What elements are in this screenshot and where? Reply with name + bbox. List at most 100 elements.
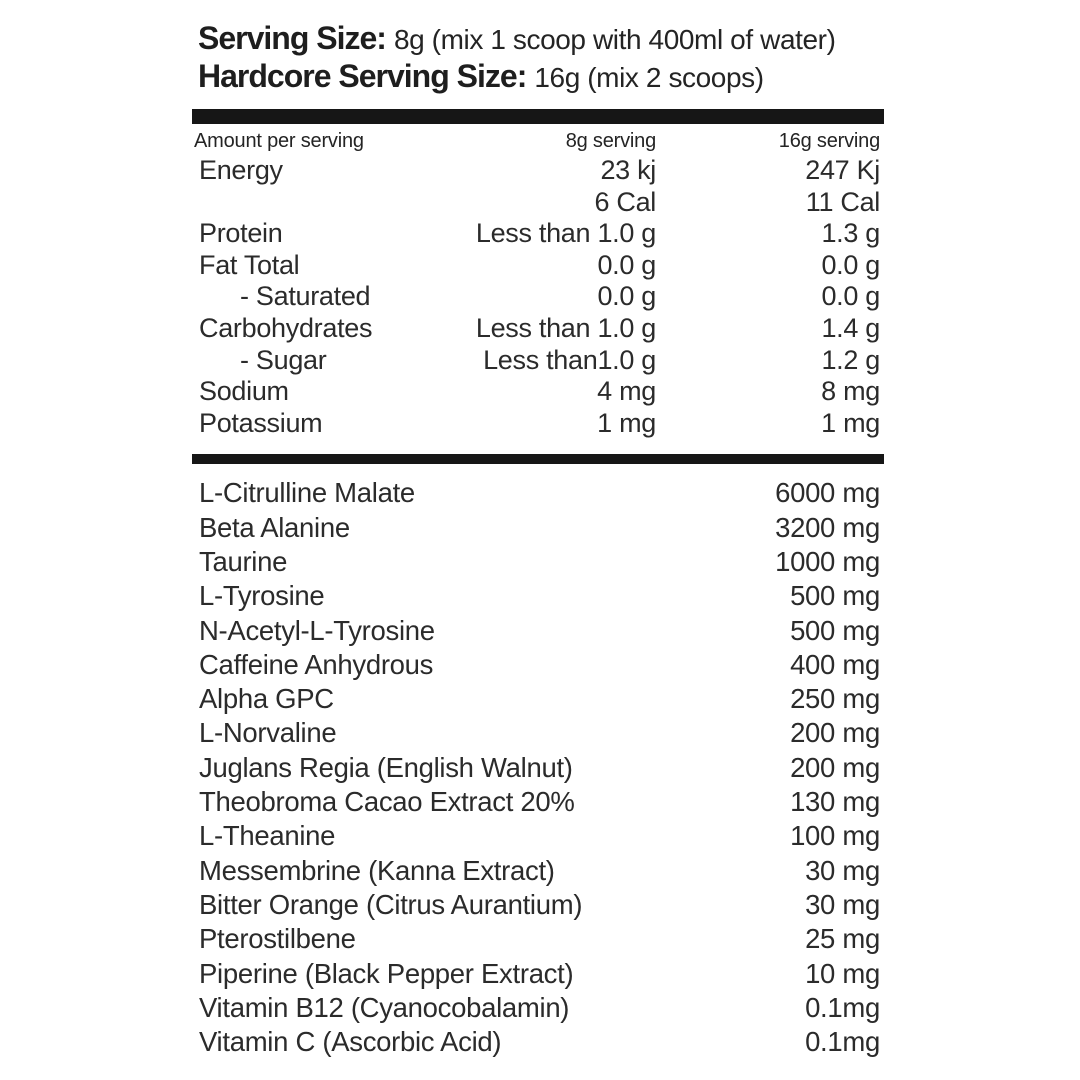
ingredient-name: L-Citrulline Malate xyxy=(199,477,415,509)
nutrient-name: Sodium xyxy=(199,376,289,407)
ingredient-row: L-Citrulline Malate 6000 mg xyxy=(192,476,884,510)
ingredient-name: L-Norvaline xyxy=(199,717,337,749)
value-16g-serving: 0.0 g xyxy=(821,281,880,312)
ingredient-amount: 500 mg xyxy=(790,580,880,612)
ingredient-amount: 100 mg xyxy=(790,820,880,852)
ingredient-amount: 10 mg xyxy=(805,957,880,989)
ingredient-amount: 30 mg xyxy=(805,854,880,886)
nutrient-name: Protein xyxy=(199,218,283,249)
nutrition-table-body: Energy 23 kj 247 Kj 6 Cal 11 Cal Protein Less … xyxy=(192,155,884,439)
ingredient-row: Theobroma Cacao Extract 20% 130 mg xyxy=(192,785,884,819)
divider-bar-middle xyxy=(192,454,884,465)
ingredient-amount: 400 mg xyxy=(790,648,880,680)
ingredient-row: Beta Alanine 3200 mg xyxy=(192,511,884,545)
nutrition-row: - Sugar Less than1.0 g 1.2 g xyxy=(192,345,884,377)
column-header-amount-per-serving: Amount per serving xyxy=(194,130,364,152)
value-8g-serving: 6 Cal xyxy=(594,186,656,217)
value-16g-serving: 0.0 g xyxy=(821,249,880,280)
ingredient-row: L-Norvaline 200 mg xyxy=(192,716,884,750)
serving-size-value: 8g (mix 1 scoop with 400ml of water) xyxy=(393,24,836,55)
value-8g-serving: 23 kj xyxy=(600,155,656,185)
ingredient-amount: 0.1mg xyxy=(805,1026,880,1058)
ingredient-name: Piperine (Black Pepper Extract) xyxy=(199,957,574,989)
ingredient-amount: 130 mg xyxy=(790,786,880,818)
nutrient-name xyxy=(192,187,442,219)
ingredient-name: Alpha GPC xyxy=(199,683,334,715)
value-16g-serving: 247 Kj xyxy=(805,155,880,185)
serving-size-header: Serving Size: 8g (mix 1 scoop with 400ml … xyxy=(192,20,884,96)
nutrient-name: Fat Total xyxy=(199,249,300,280)
ingredient-row: Vitamin B12 (Cyanocobalamin) 0.1mg xyxy=(192,991,884,1025)
nutrition-row: Protein Less than 1.0 g 1.3 g xyxy=(192,218,884,250)
nutrient-name: Energy xyxy=(199,155,283,185)
nutrition-row: Fat Total 0.0 g 0.0 g xyxy=(192,250,884,282)
ingredient-amount: 250 mg xyxy=(790,683,880,715)
ingredient-amount: 1000 mg xyxy=(775,545,880,577)
value-16g-serving: 1.4 g xyxy=(821,312,880,343)
hardcore-serving-size-value: 16g (mix 2 scoops) xyxy=(534,62,764,93)
value-16g-serving: 11 Cal xyxy=(805,186,881,217)
ingredient-row: Pterostilbene 25 mg xyxy=(192,922,884,956)
column-header-16g-serving: 16g serving xyxy=(778,130,880,152)
value-8g-serving: 4 mg xyxy=(597,376,656,407)
hardcore-serving-size-label: Hardcore Serving Size: xyxy=(198,58,527,94)
value-16g-serving: 1 mg xyxy=(821,407,880,438)
ingredient-name: Messembrine (Kanna Extract) xyxy=(199,854,555,886)
ingredient-row: N-Acetyl-L-Tyrosine 500 mg xyxy=(192,614,884,648)
ingredient-name: L-Theanine xyxy=(199,820,336,852)
serving-size-line: Serving Size: 8g (mix 1 scoop with 400ml … xyxy=(192,20,884,58)
ingredient-name: Pterostilbene xyxy=(199,923,356,955)
ingredient-row: Caffeine Anhydrous 400 mg xyxy=(192,648,884,682)
ingredient-name: Vitamin B12 (Cyanocobalamin) xyxy=(199,991,570,1023)
ingredient-name: Beta Alanine xyxy=(199,511,350,543)
ingredient-amount: 30 mg xyxy=(805,888,880,920)
value-16g-serving: 8 mg xyxy=(821,376,880,407)
ingredient-name: Vitamin C (Ascorbic Acid) xyxy=(199,1026,502,1058)
ingredient-row: Piperine (Black Pepper Extract) 10 mg xyxy=(192,957,884,991)
value-16g-serving: 1.3 g xyxy=(821,218,880,249)
ingredient-amount: 25 mg xyxy=(805,923,880,955)
value-16g-serving: 1.2 g xyxy=(821,344,880,375)
value-8g-serving: Less than1.0 g xyxy=(483,344,656,375)
ingredients-list: L-Citrulline Malate 6000 mg Beta Alanine 32… xyxy=(192,476,884,1059)
ingredient-amount: 500 mg xyxy=(790,614,880,646)
nutrition-row: Energy 23 kj 247 Kj xyxy=(192,155,884,187)
nutrition-label-panel: Serving Size: 8g (mix 1 scoop with 400ml … xyxy=(192,20,884,1059)
ingredient-name: Juglans Regia (English Walnut) xyxy=(199,751,573,783)
value-8g-serving: 0.0 g xyxy=(597,281,656,312)
ingredient-name: Bitter Orange (Citrus Aurantium) xyxy=(199,888,583,920)
column-header-8g-serving: 8g serving xyxy=(565,130,656,152)
ingredient-row: L-Theanine 100 mg xyxy=(192,819,884,853)
divider-bar-top xyxy=(192,109,884,124)
ingredient-amount: 200 mg xyxy=(790,751,880,783)
nutrition-table-header: Amount per serving 8g serving 16g servin… xyxy=(192,124,884,155)
ingredient-name: N-Acetyl-L-Tyrosine xyxy=(199,614,435,646)
ingredient-row: Juglans Regia (English Walnut) 200 mg xyxy=(192,751,884,785)
ingredient-row: Messembrine (Kanna Extract) 30 mg xyxy=(192,854,884,888)
ingredient-row: Taurine 1000 mg xyxy=(192,545,884,579)
ingredient-name: L-Tyrosine xyxy=(199,580,325,612)
value-8g-serving: Less than 1.0 g xyxy=(475,312,656,343)
ingredient-row: Vitamin C (Ascorbic Acid) 0.1mg xyxy=(192,1025,884,1059)
ingredient-name: Caffeine Anhydrous xyxy=(199,648,434,680)
ingredient-amount: 0.1mg xyxy=(805,991,880,1023)
value-8g-serving: 0.0 g xyxy=(597,249,656,280)
nutrient-name: Potassium xyxy=(199,407,323,438)
ingredient-row: Alpha GPC 250 mg xyxy=(192,682,884,716)
ingredient-row: L-Tyrosine 500 mg xyxy=(192,579,884,613)
serving-size-label: Serving Size: xyxy=(198,20,387,56)
value-8g-serving: Less than 1.0 g xyxy=(475,218,656,249)
ingredient-name: Theobroma Cacao Extract 20% xyxy=(199,786,575,818)
nutrition-row: Carbohydrates Less than 1.0 g 1.4 g xyxy=(192,313,884,345)
nutrient-name: - Sugar xyxy=(240,344,327,375)
nutrition-row: Potassium 1 mg 1 mg xyxy=(192,408,884,440)
nutrient-name: Carbohydrates xyxy=(199,312,373,343)
ingredient-row: Bitter Orange (Citrus Aurantium) 30 mg xyxy=(192,888,884,922)
ingredient-amount: 6000 mg xyxy=(775,477,880,509)
ingredient-amount: 200 mg xyxy=(790,717,880,749)
nutrition-row: - Saturated 0.0 g 0.0 g xyxy=(192,281,884,313)
value-8g-serving: 1 mg xyxy=(597,407,656,438)
nutrition-row: Sodium 4 mg 8 mg xyxy=(192,376,884,408)
nutrient-name: - Saturated xyxy=(240,281,371,312)
ingredient-amount: 3200 mg xyxy=(775,511,880,543)
